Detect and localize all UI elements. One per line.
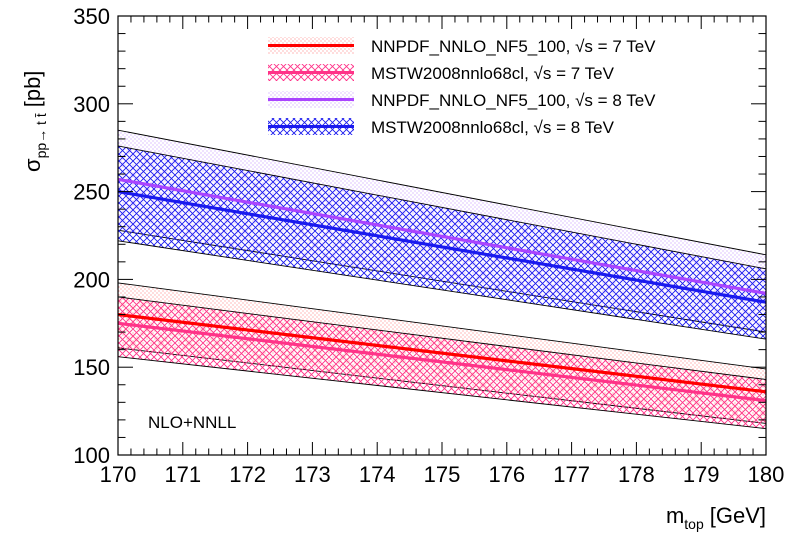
x-axis-title-unit: [GeV] [710, 503, 766, 528]
y-tick-label: 350 [73, 4, 110, 29]
x-tick-label: 174 [359, 462, 396, 487]
x-tick-label: 178 [618, 462, 655, 487]
central-lines [117, 177, 767, 403]
x-axis-ticks: 170 171 172 173 174 175 176 177 178 179 180 [100, 16, 785, 487]
x-axis-title-main: m [666, 503, 684, 528]
y-tick-label: 100 [73, 443, 110, 468]
band-lower-edge-2 [117, 356, 767, 430]
x-tick-label: 175 [424, 462, 461, 487]
x-tick-label: 171 [164, 462, 201, 487]
central-line-3 [117, 177, 767, 296]
band-upper-edge-3 [117, 129, 767, 256]
y-axis-title: σpp→ t t̄ [pb] [20, 71, 49, 172]
x-tick-label: 176 [488, 462, 525, 487]
legend-entry-4: MSTW2008nnlo68cl, √s = 8 TeV [268, 118, 615, 137]
band-upper-edge-1 [117, 282, 767, 370]
legend-entry-2: MSTW2008nnlo68cl, √s = 7 TeV [268, 64, 615, 83]
central-line-2 [117, 321, 767, 403]
x-axis-title: mtop [GeV] [666, 503, 766, 532]
x-tick-label: 179 [683, 462, 720, 487]
band-upper-edge-4 [117, 145, 767, 270]
y-tick-label: 250 [73, 180, 110, 205]
y-axis-title-sub: pp→ t t̄ [33, 113, 49, 158]
x-tick-label: 180 [748, 462, 785, 487]
y-tick-label: 300 [73, 92, 110, 117]
annotation-label: NLO+NNLL [148, 413, 236, 432]
central-line-1 [117, 312, 767, 394]
legend-entry-1: NNPDF_NNLO_NF5_100, √s = 7 TeV [268, 37, 656, 56]
legend-label-4: MSTW2008nnlo68cl, √s = 8 TeV [371, 118, 615, 137]
x-axis-title-sub: top [684, 516, 704, 532]
band-4 [118, 145, 766, 340]
y-tick-label: 150 [73, 355, 110, 380]
legend-entry-3: NNPDF_NNLO_NF5_100, √s = 8 TeV [268, 91, 656, 110]
legend-label-1: NNPDF_NNLO_NF5_100, √s = 7 TeV [371, 37, 656, 56]
legend-label-3: NNPDF_NNLO_NF5_100, √s = 8 TeV [371, 91, 656, 110]
legend: NNPDF_NNLO_NF5_100, √s = 7 TeV MSTW2008n… [268, 37, 656, 137]
y-axis-title-main: σ [20, 158, 45, 172]
x-tick-label: 177 [553, 462, 590, 487]
legend-label-2: MSTW2008nnlo68cl, √s = 7 TeV [371, 64, 615, 83]
band-lower-edge-4 [117, 240, 767, 340]
y-axis-ticks: 100 150 200 250 300 350 [73, 4, 766, 468]
x-tick-label: 172 [229, 462, 266, 487]
y-axis-title-unit: [pb] [20, 71, 45, 108]
band-upper-edge-2 [117, 296, 767, 380]
uncertainty-bands [117, 129, 767, 430]
y-tick-label: 200 [73, 267, 110, 292]
x-tick-label: 170 [100, 462, 137, 487]
central-line-4 [117, 190, 767, 304]
x-tick-label: 173 [294, 462, 331, 487]
